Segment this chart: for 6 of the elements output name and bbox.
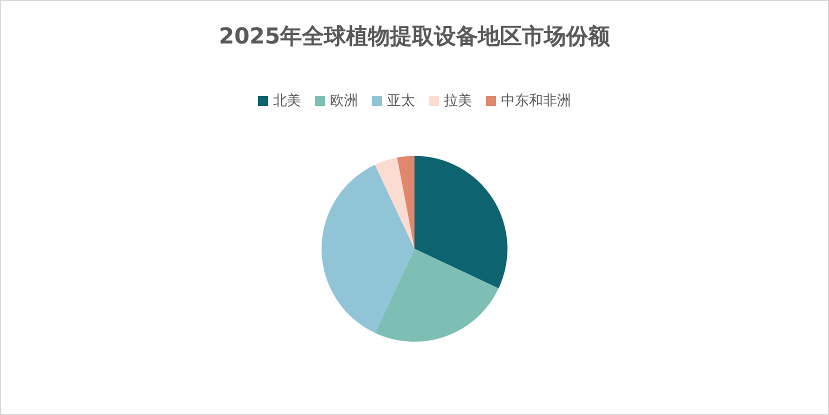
legend-label: 拉美 — [444, 93, 472, 109]
legend-label: 中东和非洲 — [501, 93, 571, 109]
legend-label: 北美 — [273, 93, 301, 109]
legend-label: 亚太 — [387, 93, 415, 109]
chart-title: 2025年全球植物提取设备地区市场份额 — [218, 24, 612, 50]
legend-label: 欧洲 — [330, 93, 358, 109]
